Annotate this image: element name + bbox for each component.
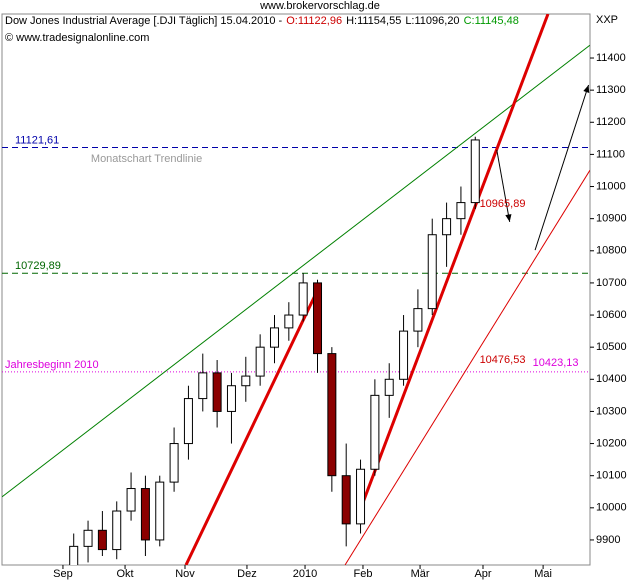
- y-tick-label: 9900: [596, 534, 620, 546]
- axis-unit: XXP: [596, 14, 618, 26]
- trend-line: [184, 284, 322, 565]
- x-tick-label: Feb: [353, 568, 372, 580]
- candle-body: [183, 398, 193, 445]
- x-tick-label: Dez: [237, 568, 257, 580]
- y-tick-label: 10700: [596, 277, 627, 289]
- x-tick-label: Apr: [474, 568, 491, 580]
- ohlc-value: C:11145,48: [464, 15, 519, 27]
- x-tick-label: Mär: [411, 568, 430, 580]
- candle-body: [198, 372, 208, 400]
- x-tick-label: Okt: [116, 568, 133, 580]
- x-tick-label: 2010: [293, 568, 317, 580]
- copyright: © www.tradesignalonline.com: [5, 32, 149, 44]
- candle-body: [327, 353, 337, 477]
- trend-line: [344, 169, 590, 565]
- x-tick-label: Nov: [175, 568, 195, 580]
- candle-body: [112, 510, 122, 551]
- candle-body: [356, 468, 366, 525]
- level-label: 10729,89: [15, 260, 61, 272]
- plot-area: [2, 14, 590, 565]
- candle-body: [255, 346, 265, 377]
- candle-body: [427, 234, 437, 310]
- candle-body: [269, 327, 279, 348]
- candle-body: [126, 488, 136, 512]
- candle-body: [470, 139, 480, 204]
- annotation: 10965,89: [480, 198, 526, 210]
- y-tick-label: 10900: [596, 213, 627, 225]
- candle-body: [413, 308, 423, 332]
- arrow-head: [505, 214, 512, 222]
- candle-body: [384, 378, 394, 396]
- ohlc-value: H:11154,55: [346, 15, 401, 27]
- y-tick-label: 10000: [596, 502, 627, 514]
- candle-body: [83, 529, 93, 547]
- candle-body: [399, 330, 409, 380]
- level-label: 11121,61: [15, 134, 59, 146]
- y-tick-label: 10300: [596, 405, 627, 417]
- x-tick-label: Mai: [534, 568, 552, 580]
- x-tick-label: Sep: [53, 568, 73, 580]
- y-tick-label: 11100: [596, 148, 625, 160]
- y-tick-label: 10400: [596, 373, 627, 385]
- title: Dow Jones Industrial Average [.DJI Tägli…: [5, 15, 519, 27]
- candle-body: [140, 488, 150, 541]
- y-tick-label: 11300: [596, 84, 626, 96]
- arrow-head: [583, 85, 590, 93]
- candle-body: [169, 443, 179, 483]
- arrow: [496, 149, 511, 222]
- trend-line: [2, 44, 590, 498]
- plot-frame: [1, 13, 591, 566]
- candle-body: [212, 372, 222, 412]
- y-tick-label: 10100: [596, 470, 627, 482]
- annotation: Monatschart Trendlinie: [91, 153, 202, 165]
- candle-body: [241, 375, 251, 387]
- candle-body: [284, 314, 294, 329]
- ohlc-value: L:11096,20: [405, 15, 459, 27]
- trend-line: [358, 14, 550, 511]
- site: www.brokervorschlag.de: [259, 0, 380, 12]
- candle-body: [298, 282, 308, 316]
- candle-body: [370, 394, 380, 470]
- candle-body: [226, 385, 236, 412]
- y-tick-label: 11000: [596, 180, 626, 192]
- y-tick-label: 11200: [596, 116, 626, 128]
- title-text: Dow Jones Industrial Average [.DJI Tägli…: [5, 15, 283, 27]
- level-label: Jahresbeginn 2010: [5, 359, 99, 371]
- candle-body: [456, 202, 466, 220]
- y-tick-label: 10800: [596, 245, 627, 257]
- y-tick-label: 10200: [596, 437, 627, 449]
- candle-body: [155, 481, 165, 541]
- candle-body: [69, 545, 79, 565]
- y-tick-label: 10500: [596, 341, 627, 353]
- candle-body: [97, 529, 107, 551]
- arrow: [534, 84, 590, 251]
- annotation: 10476,53: [480, 354, 526, 366]
- annotation: 10423,13: [533, 357, 579, 369]
- ohlc-value: O:11122,96: [286, 15, 342, 27]
- candle-body: [442, 218, 452, 236]
- candle-body: [313, 282, 323, 355]
- y-tick-label: 10600: [596, 309, 627, 321]
- y-tick-label: 11400: [596, 52, 626, 64]
- candle-body: [341, 475, 351, 525]
